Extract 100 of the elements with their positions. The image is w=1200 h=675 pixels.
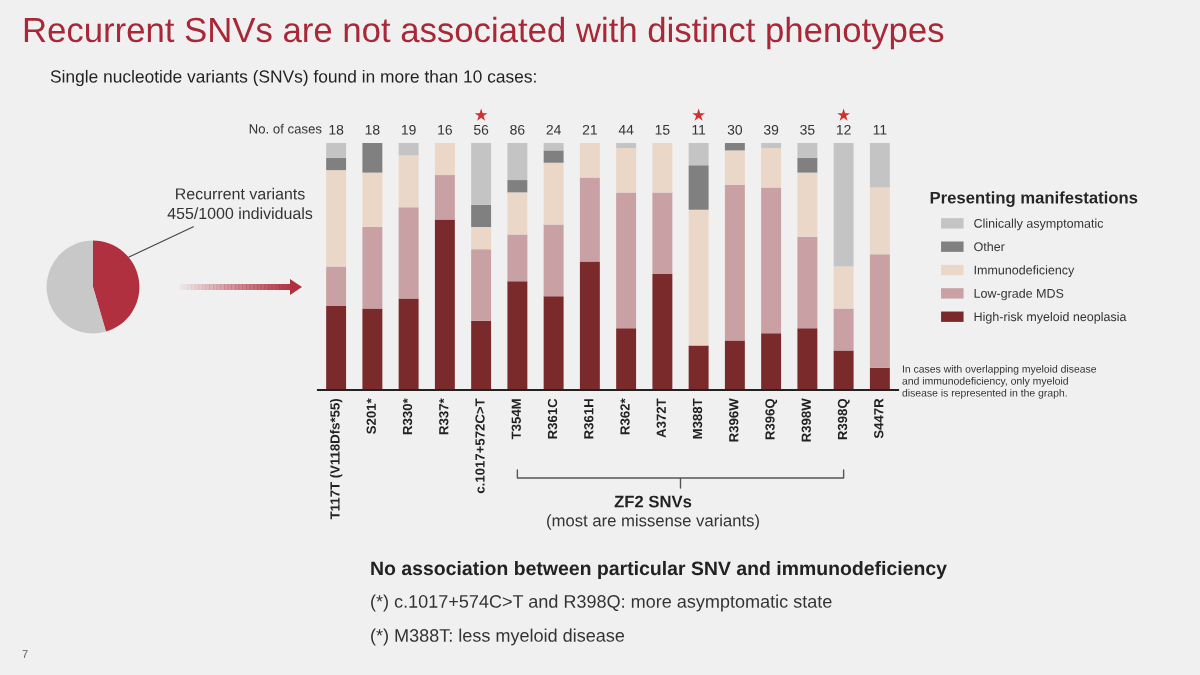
bar [507,192,528,235]
bar [543,143,564,151]
text: ★ [474,108,488,121]
bar [434,175,455,220]
bar [797,328,818,390]
bar [471,226,492,250]
bar [869,187,890,255]
bar [362,172,383,227]
text: 11 [873,125,887,135]
text: In cases with overlapping myeloid disease and immunodeficiency, only myeloid disease is represented in the graph. [902,365,1097,399]
bar [797,236,818,329]
bar [652,273,673,390]
legend-label: High-risk myeloid neoplasia [974,311,1127,324]
bar [797,172,818,237]
text: 18 [329,124,344,135]
bar [434,143,455,176]
chart-subtitle: Single nucleotide variants (SNVs) found in more than 10 cases: [50,69,536,87]
bar [579,261,600,390]
bar [761,333,782,390]
bar [398,207,419,299]
text: ★ [692,108,706,121]
legend-label: Immunodeficiency [974,265,1075,277]
legend-title: Presenting manifestations [930,191,1138,207]
text: 15 [655,125,670,135]
text: 21 [582,124,597,135]
bar [833,266,854,309]
bar [507,143,528,181]
chart-title: Recurrent SNVs are not associated with distinct phenotypes [24,16,944,50]
legend-label: Other [974,241,1005,252]
text: ZF2 SNVs [614,495,692,508]
x-tick-label: R398W [801,398,811,442]
bar [326,306,347,390]
bar [869,254,890,368]
bar [362,226,383,309]
x-tick-label: M388T [692,398,703,439]
bar [761,143,782,148]
bar [616,143,637,148]
bar [326,266,347,307]
bar [507,180,528,193]
x-tick-label: R361H [584,399,594,439]
bar [471,249,492,321]
bar [797,157,818,173]
text: (*) M388T: less myeloid disease [371,628,625,646]
bar [688,209,709,346]
bar [471,320,492,390]
bar [724,184,745,341]
text: No association between particular SNV and immunodeficiency [371,560,947,580]
bar [869,367,890,390]
x-tick-label: R361C [547,398,558,439]
legend-label: Low-grade MDS [974,288,1064,301]
x-tick-label: R398Q [837,398,850,440]
bar [688,345,709,390]
x-tick-label: S201* [366,398,376,434]
text: (*) c.1017+574C>T and R398Q: more asymptomatic state [371,594,832,612]
text: 30 [727,124,743,135]
bar [724,150,745,185]
bar [543,296,564,390]
bar [471,204,492,227]
bar [833,308,854,351]
x-tick-label: R396W [729,398,739,442]
x-tick-label: A372T [656,398,666,438]
bar [616,192,637,329]
bar [543,150,564,163]
bar [724,340,745,390]
text: (most are missense variants) [547,514,759,530]
bar [326,157,347,171]
bar [398,143,419,156]
text: 39 [763,124,779,135]
bar [616,147,637,193]
x-tick-label: T354M [511,399,521,440]
bar [326,170,347,267]
bar [398,155,419,208]
bar [652,143,673,193]
text: 11 [692,125,706,135]
bar [507,281,528,390]
text: 16 [438,124,452,135]
bar [761,147,782,188]
x-tick-label: c.1017+572C>T [475,398,485,494]
x-tick-label: R337* [439,398,449,435]
pie-slice [46,240,106,334]
bar [434,219,455,390]
text: 19 [401,124,416,135]
text: 24 [546,124,561,135]
text: 56 [473,124,489,135]
bar [398,298,419,390]
bar [797,143,818,158]
legend-label: Clinically asymptomatic [974,218,1104,231]
bar [362,308,383,390]
x-tick-label: R330* [402,398,413,435]
bar [833,350,854,390]
text: 18 [365,124,380,135]
bar [543,224,564,297]
bar [507,234,528,282]
bar [724,143,745,151]
bar [616,328,637,390]
text: No. of cases [249,123,322,134]
pie-slice [93,240,140,332]
text: 35 [800,124,815,135]
bar [833,143,854,267]
x-tick-label: R362* [620,398,630,435]
